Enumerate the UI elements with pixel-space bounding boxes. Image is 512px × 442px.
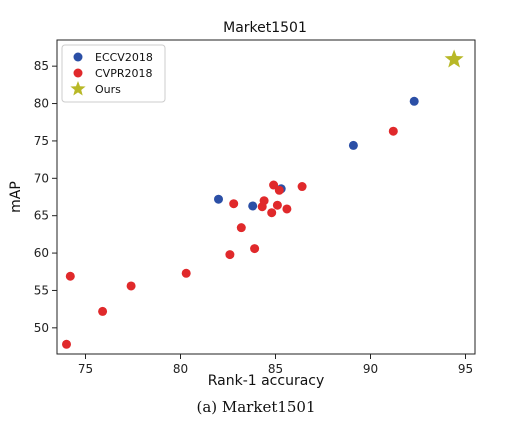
x-axis-label: Rank-1 accuracy [208, 373, 325, 389]
axis-ticks: 75 80 85 90 95 50 55 60 65 70 75 80 85 [34, 59, 473, 376]
point-cvpr2018 [225, 250, 235, 260]
legend-box [61, 44, 166, 103]
point-ours [444, 49, 464, 68]
x-tick-label: 85 [268, 362, 283, 376]
point-cvpr2018 [388, 126, 398, 136]
plot-area [56, 39, 476, 355]
y-tick-label: 55 [34, 283, 49, 297]
y-axis-label: mAP [8, 181, 24, 213]
y-tick-label: 80 [34, 97, 49, 111]
legend-marker-cvpr2018 [73, 68, 83, 78]
legend: ECCV2018 CVPR2018 Ours [61, 44, 166, 103]
y-tick-label: 65 [34, 209, 49, 223]
x-tick-label: 80 [173, 362, 188, 376]
x-tick-label: 90 [363, 362, 378, 376]
point-cvpr2018 [229, 199, 239, 209]
point-eccv2018 [214, 194, 223, 204]
point-cvpr2018 [297, 182, 307, 192]
point-cvpr2018 [269, 180, 279, 190]
point-cvpr2018 [282, 204, 292, 214]
point-cvpr2018 [259, 196, 269, 206]
point-eccv2018 [248, 201, 258, 211]
y-tick-label: 85 [34, 59, 49, 73]
point-cvpr2018 [267, 208, 277, 218]
chart-title: Market1501 [223, 20, 307, 36]
point-cvpr2018 [236, 223, 246, 233]
point-cvpr2018 [98, 306, 108, 316]
y-tick-label: 75 [34, 134, 49, 148]
legend-marker-ours [70, 81, 86, 96]
figure-caption: (a) Market1501 [196, 398, 316, 416]
legend-label-ours: Ours [95, 83, 121, 96]
point-cvpr2018 [62, 339, 71, 349]
y-tick-label: 70 [34, 171, 49, 185]
point-eccv2018 [409, 96, 419, 106]
y-tick-label: 60 [34, 246, 49, 260]
point-eccv2018 [348, 140, 358, 150]
point-cvpr2018 [126, 281, 136, 291]
legend-label-cvpr2018: CVPR2018 [95, 67, 152, 80]
point-cvpr2018 [272, 200, 282, 210]
x-tick-label: 75 [78, 362, 93, 376]
legend-label-eccv2018: ECCV2018 [95, 51, 153, 64]
point-cvpr2018 [250, 244, 260, 254]
data-points [62, 49, 464, 349]
y-tick-label: 50 [34, 321, 49, 335]
point-cvpr2018 [274, 185, 284, 195]
point-cvpr2018 [65, 271, 75, 281]
legend-marker-eccv2018 [73, 52, 83, 62]
point-cvpr2018 [181, 268, 191, 278]
x-tick-label: 95 [458, 362, 473, 376]
